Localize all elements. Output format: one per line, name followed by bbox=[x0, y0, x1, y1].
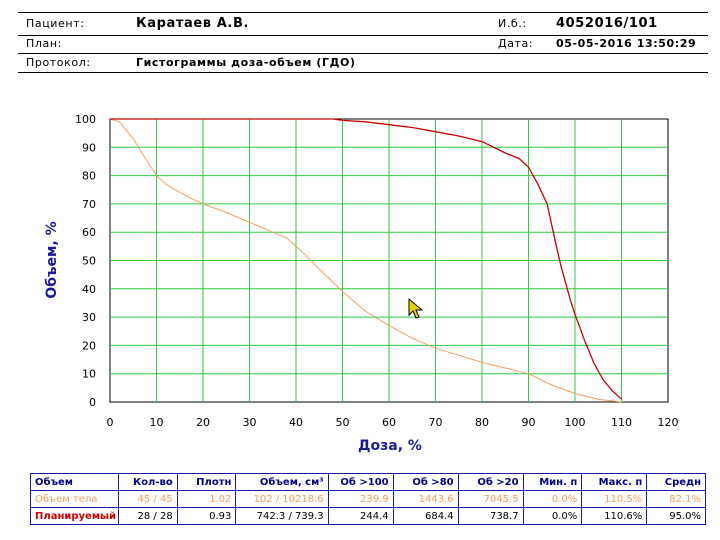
table-cell: 684.4 bbox=[392, 507, 459, 525]
y-tick-label: 40 bbox=[82, 283, 96, 296]
dvh-chart: 0 10 20 30 40 50 60 70 80 90 100 110 120 0 10 20 30 40 50 6… bbox=[44, 113, 679, 454]
mouse-cursor-icon bbox=[408, 298, 424, 319]
protocol-label: Протокол: bbox=[26, 56, 91, 69]
dvh-stats-table: Объем Кол-во Плотн Объем, см³ Об >100 Об >80 О… bbox=[29, 473, 706, 525]
y-tick-label: 70 bbox=[82, 198, 96, 211]
table-row: Планируемый 28 / 28 0.93 742.3 / 739.3 244.4… bbox=[29, 507, 706, 525]
y-tick-label: 10 bbox=[82, 368, 96, 381]
table-cell: Объем тела bbox=[29, 490, 120, 508]
plan-row: План: Дата: 05-05-2016 13:50:29 bbox=[18, 35, 708, 54]
table-cell: 239.9 bbox=[327, 490, 394, 508]
y-tick-label: 100 bbox=[75, 113, 96, 126]
table-cell: 7045.5 bbox=[457, 490, 524, 508]
table-cell: 1443.6 bbox=[392, 490, 459, 508]
patient-name: Каратаев А.В. bbox=[136, 16, 249, 31]
table-cell: Плотн bbox=[176, 473, 237, 491]
table-cell: Об >100 bbox=[327, 473, 394, 491]
table-cell: 45 / 45 bbox=[118, 490, 178, 508]
x-tick-label: 70 bbox=[429, 416, 443, 429]
protocol-row: Протокол: Гистограммы доза-объем (ГДО) bbox=[18, 54, 708, 73]
x-tick-label: 110 bbox=[611, 416, 632, 429]
x-tick-label: 60 bbox=[382, 416, 396, 429]
plan-label: План: bbox=[26, 37, 62, 50]
y-tick-label: 80 bbox=[82, 170, 96, 183]
table-cell: Мин. п bbox=[522, 473, 583, 491]
table-cell: Планируемый bbox=[29, 507, 120, 525]
table-cell: 110.5% bbox=[581, 490, 648, 508]
y-tick-label: 60 bbox=[82, 226, 96, 239]
table-cell: Об >20 bbox=[457, 473, 524, 491]
table-header-row: Объем Кол-во Плотн Объем, см³ Об >100 Об >80 О… bbox=[29, 473, 706, 491]
table-cell: 82.1% bbox=[646, 490, 706, 508]
y-tick-label: 0 bbox=[89, 396, 96, 409]
x-tick-label: 30 bbox=[243, 416, 257, 429]
table-cell: 738.7 bbox=[457, 507, 524, 525]
table-cell: Объем, см³ bbox=[235, 473, 329, 491]
y-tick-label: 90 bbox=[82, 141, 96, 154]
x-tick-label: 10 bbox=[150, 416, 164, 429]
x-tick-label: 100 bbox=[565, 416, 586, 429]
patient-row: Пациент: Каратаев А.В. И.б.: 4052016/101 bbox=[18, 12, 708, 36]
series-line-1 bbox=[109, 118, 622, 403]
table-cell: 0.0% bbox=[522, 490, 583, 508]
id-value: 4052016/101 bbox=[556, 16, 658, 31]
x-axis-label: Доза, % bbox=[358, 438, 422, 454]
chart-grid bbox=[109, 118, 669, 403]
date-label: Дата: bbox=[498, 37, 534, 50]
y-tick-label: 30 bbox=[82, 311, 96, 324]
table-cell: 244.4 bbox=[327, 507, 394, 525]
y-tick-label: 20 bbox=[82, 339, 96, 352]
id-label: И.б.: bbox=[498, 17, 527, 30]
table-cell: Об >80 bbox=[392, 473, 459, 491]
table-cell: Объем bbox=[29, 473, 120, 491]
x-tick-label: 40 bbox=[289, 416, 303, 429]
patient-label: Пациент: bbox=[26, 17, 85, 30]
table-cell: 110.6% bbox=[581, 507, 648, 525]
x-tick-label: 0 bbox=[107, 416, 114, 429]
table-cell: 28 / 28 bbox=[118, 507, 178, 525]
x-tick-label: 80 bbox=[475, 416, 489, 429]
table-cell: 0.0% bbox=[522, 507, 583, 525]
table-cell: Кол-во bbox=[118, 473, 178, 491]
date-value: 05-05-2016 13:50:29 bbox=[556, 37, 697, 50]
y-axis-label: Объем, % bbox=[44, 221, 60, 298]
x-tick-label: 90 bbox=[522, 416, 536, 429]
table-cell: Макс. п bbox=[581, 473, 648, 491]
table-cell: Средн bbox=[646, 473, 706, 491]
chart-series bbox=[109, 118, 622, 403]
table-cell: 0.93 bbox=[176, 507, 237, 525]
x-tick-label: 20 bbox=[196, 416, 210, 429]
table-cell: 95.0% bbox=[646, 507, 706, 525]
table-cell: 742.3 / 739.3 bbox=[235, 507, 329, 525]
protocol-value: Гистограммы доза-объем (ГДО) bbox=[136, 56, 356, 69]
x-tick-label: 50 bbox=[336, 416, 350, 429]
chart-ticks: 0 10 20 30 40 50 60 70 80 90 100 110 120 0 10 20 30 40 50 6… bbox=[75, 113, 679, 429]
y-tick-label: 50 bbox=[82, 255, 96, 268]
series-line-2 bbox=[110, 118, 622, 400]
x-tick-label: 120 bbox=[658, 416, 679, 429]
table-row: Объем тела 45 / 45 1.02 102 / 10218.6 239.9 1… bbox=[29, 490, 706, 508]
table-cell: 1.02 bbox=[176, 490, 237, 508]
table-cell: 102 / 10218.6 bbox=[235, 490, 329, 508]
